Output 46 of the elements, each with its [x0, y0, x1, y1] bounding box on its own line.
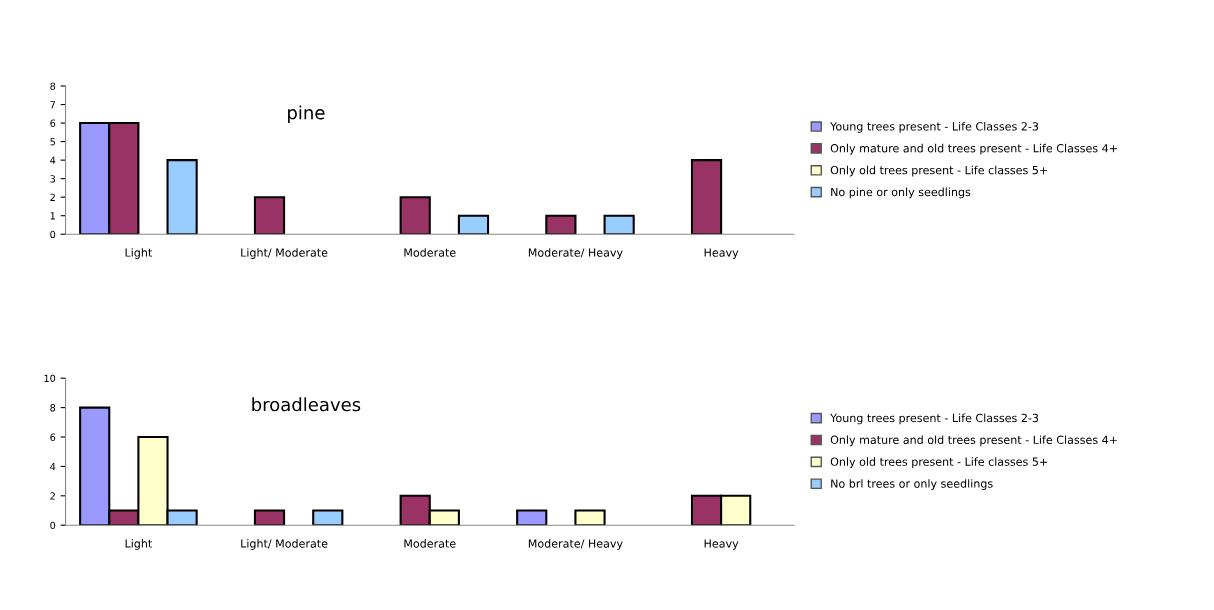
text: broadleaves — [252, 397, 361, 412]
y-tick-label: 8 — [50, 82, 56, 90]
bar — [312, 509, 344, 526]
y-tick-label: 8 — [50, 404, 56, 412]
bar — [690, 159, 723, 235]
x-tick-label: Heavy — [704, 248, 739, 259]
x-tick-label: Moderate — [404, 248, 456, 257]
x-tick-label: Light — [125, 539, 152, 550]
legend-label: Only mature and old trees present - Life Classes 4+ — [830, 435, 1117, 447]
bar — [457, 214, 490, 235]
bar — [516, 509, 548, 526]
y-tick-label: 6 — [50, 433, 56, 441]
legend-label: Young trees present - Life Classes 2-3 — [830, 121, 1039, 133]
y-tick-label: 1 — [50, 212, 55, 220]
x-tick-label: Heavy — [704, 539, 739, 550]
x-tick-label: Light/ Moderate — [241, 248, 328, 259]
y-tick-label: 10 — [44, 374, 56, 383]
legend-label: No brl trees or only seedlings — [831, 479, 993, 490]
y-tick-label: 3 — [50, 175, 56, 183]
legend-label: Young trees present - Life Classes 2-3 — [830, 413, 1039, 425]
legend-label: Only old trees present - Life classes 5+ — [830, 457, 1048, 469]
bar — [603, 214, 635, 235]
y-tick-label: 2 — [50, 492, 55, 500]
y-tick-label: 6 — [50, 119, 56, 127]
y-tick-label: 5 — [50, 138, 55, 146]
bar — [545, 214, 577, 235]
y-tick-label: 0 — [50, 521, 56, 530]
text: pine — [288, 105, 325, 123]
x-tick-label: Moderate — [404, 539, 456, 548]
bar — [253, 196, 286, 235]
x-tick-label: Light — [125, 248, 152, 259]
legend-label: Only mature and old trees present - Life Classes 4+ — [830, 143, 1117, 155]
y-tick-label: 4 — [50, 156, 56, 164]
bar — [574, 509, 606, 526]
y-tick-label: 7 — [50, 101, 55, 109]
legend-label: Only old trees present - Life classes 5+ — [830, 165, 1048, 177]
y-tick-label: 4 — [50, 463, 56, 471]
x-tick-label: Moderate/ Heavy — [528, 539, 623, 550]
x-tick-label: Light/ Moderate — [241, 539, 328, 550]
y-tick-label: 2 — [50, 193, 55, 201]
legend-label: No pine or only seedlings — [831, 187, 971, 199]
x-tick-label: Moderate/ Heavy — [528, 248, 623, 259]
bar — [399, 196, 431, 235]
bar — [253, 509, 286, 526]
y-tick-label: 0 — [50, 230, 56, 239]
bar — [166, 159, 198, 235]
